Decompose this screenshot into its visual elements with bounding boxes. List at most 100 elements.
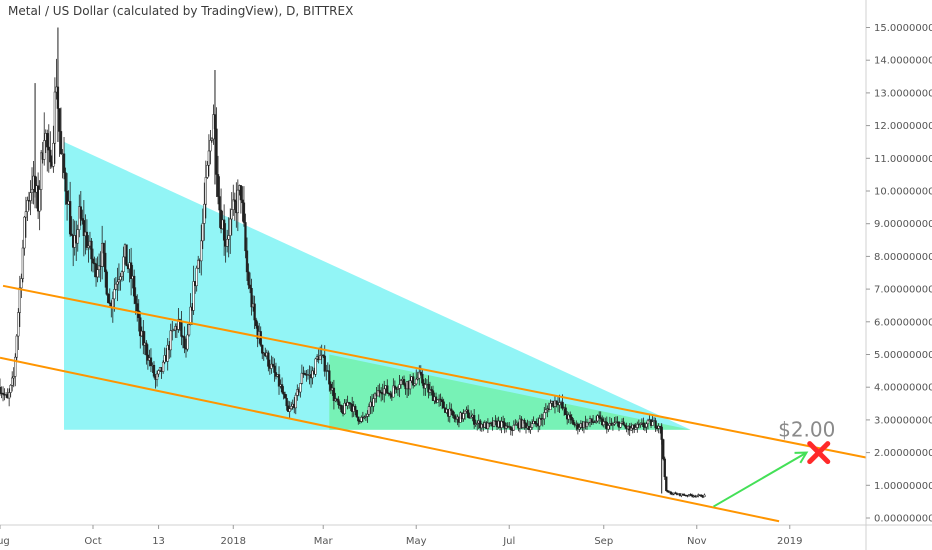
time-tick-label: 2019 — [777, 536, 802, 547]
candle-body — [486, 422, 490, 429]
candle-body — [107, 294, 110, 304]
candle-body — [590, 418, 593, 423]
candle-body — [436, 399, 439, 403]
price-tick-label: 14.00000000 — [874, 56, 932, 67]
candle-body — [355, 409, 358, 418]
candle-body — [666, 490, 669, 493]
candle-body — [142, 330, 145, 346]
candle-body — [97, 265, 101, 271]
candle-body — [187, 324, 191, 336]
candle-body — [671, 493, 674, 496]
candle-body — [474, 423, 477, 425]
candle-body — [569, 414, 572, 418]
candle-body — [543, 412, 546, 420]
candle-body — [340, 405, 343, 413]
candle-body — [119, 276, 122, 281]
candle-body — [587, 421, 590, 424]
candle-body — [254, 319, 258, 327]
candle-body — [555, 400, 558, 405]
candle-body — [104, 252, 107, 273]
candle-body — [105, 271, 108, 295]
candle-body — [70, 233, 73, 236]
candle-body — [514, 424, 517, 426]
candle-body — [501, 421, 505, 423]
candle-body — [558, 402, 561, 406]
candle-body — [576, 423, 579, 430]
candle-body — [120, 271, 124, 277]
candle-body — [65, 190, 69, 205]
candle-body — [232, 199, 235, 210]
candle-body — [1, 392, 5, 395]
candle-body — [662, 439, 665, 460]
time-tick-label: Mar — [314, 536, 334, 547]
candle-body — [503, 422, 506, 429]
candle-body — [593, 421, 596, 423]
candle-body — [288, 408, 291, 412]
candle-body — [21, 247, 25, 279]
candle-body — [0, 386, 2, 394]
candle-body — [133, 275, 136, 297]
price-axis: 0.00000000 1.00000000 2.00000000 3.00000000… — [865, 0, 932, 550]
candle-body — [703, 494, 706, 497]
candle-body — [14, 356, 17, 377]
candle-body — [241, 199, 244, 204]
candle-body — [219, 209, 223, 230]
candle-body — [47, 146, 50, 151]
candle-body — [408, 380, 412, 390]
channel-line-lower — [0, 356, 780, 523]
candle-body — [347, 402, 351, 404]
candle-body — [328, 370, 331, 385]
candle-body — [613, 422, 616, 425]
candle-body — [102, 242, 105, 254]
candle-body — [134, 295, 137, 304]
candle-body — [59, 131, 63, 155]
candle-body — [201, 223, 204, 242]
chart-title: Metal / US Dollar (calculated by Trading… — [8, 4, 354, 18]
candle-body — [229, 218, 232, 236]
candle-body — [248, 284, 252, 289]
candle-body — [280, 384, 284, 393]
candle-body — [376, 390, 380, 397]
target-arrow-head — [794, 451, 809, 464]
candle-body — [463, 410, 467, 414]
candle-body — [90, 240, 93, 260]
candle-body — [372, 398, 375, 407]
candle-body — [189, 306, 192, 325]
candle-body — [700, 494, 703, 497]
candle-body — [451, 410, 454, 416]
candle-body — [250, 287, 253, 308]
candle-body — [247, 271, 250, 286]
candle-body — [24, 211, 28, 218]
candle-body — [261, 344, 264, 354]
candle-body — [392, 385, 395, 398]
candle-body — [200, 240, 203, 262]
candle-body — [665, 476, 668, 491]
candle-body — [530, 423, 534, 428]
candle-body — [512, 425, 515, 431]
candle-body — [346, 402, 349, 406]
candle-body — [81, 218, 84, 221]
candle-body — [68, 201, 72, 235]
candle-body — [319, 355, 322, 361]
candle-body — [43, 140, 46, 160]
candle-body — [570, 416, 573, 421]
candle-body — [271, 363, 275, 367]
time-axis: Aug Oct 13 2018 Mar May Jul Sep Nov 2019 — [0, 524, 932, 547]
candle-body — [137, 310, 140, 318]
candle-body — [396, 388, 400, 390]
candle-body — [434, 396, 438, 403]
candle-body — [448, 408, 451, 417]
candle-body — [87, 245, 90, 248]
candle-body — [473, 415, 476, 425]
candle-body — [267, 352, 270, 367]
candle-body — [399, 380, 403, 385]
price-tick-label: 13.00000000 — [874, 88, 932, 99]
candle-body — [402, 379, 406, 385]
price-tick-label: 10.00000000 — [874, 187, 932, 198]
candle-body — [197, 259, 200, 269]
candle-body — [623, 424, 627, 427]
candle-body — [572, 419, 575, 425]
candle-body — [11, 377, 14, 386]
time-tick-label: 2018 — [221, 536, 246, 547]
